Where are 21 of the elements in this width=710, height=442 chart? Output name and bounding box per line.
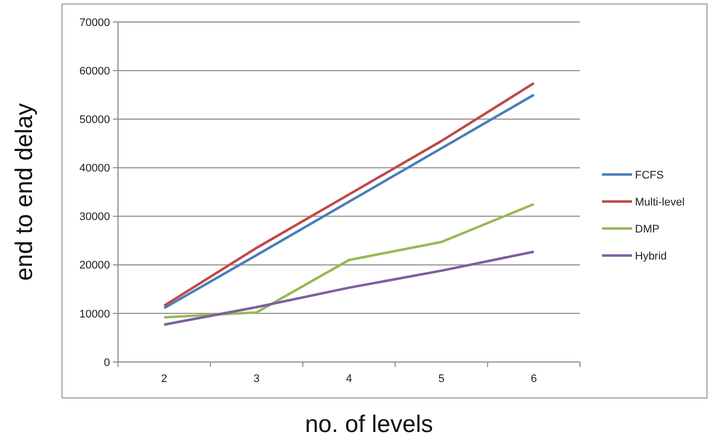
y-tick-label: 50000 <box>79 114 110 126</box>
x-tick-label: 2 <box>161 373 168 385</box>
x-tick-label: 4 <box>346 373 352 385</box>
y-tick-label: 40000 <box>79 162 110 175</box>
y-tick-label: 20000 <box>79 260 110 272</box>
x-tick-label: 3 <box>254 373 260 385</box>
x-tick-label: 5 <box>438 373 444 385</box>
y-tick-label: 70000 <box>79 16 110 29</box>
x-tick-label: 6 <box>530 373 537 385</box>
line-series <box>162 250 536 326</box>
y-tick-label: 0 <box>104 356 110 369</box>
legend-label: Hybrid <box>635 250 667 262</box>
y-tick-label: 60000 <box>79 65 110 78</box>
legend-label: FCFS <box>635 169 664 182</box>
y-axis-title: end to end delay <box>11 103 38 281</box>
x-axis-title: no. of levels <box>304 411 434 438</box>
line-series <box>162 202 536 319</box>
y-tick-label: 10000 <box>79 308 110 320</box>
legend-label: Multi-level <box>635 196 685 208</box>
legend-label: DMP <box>635 223 660 236</box>
y-tick-label: 30000 <box>79 211 110 224</box>
